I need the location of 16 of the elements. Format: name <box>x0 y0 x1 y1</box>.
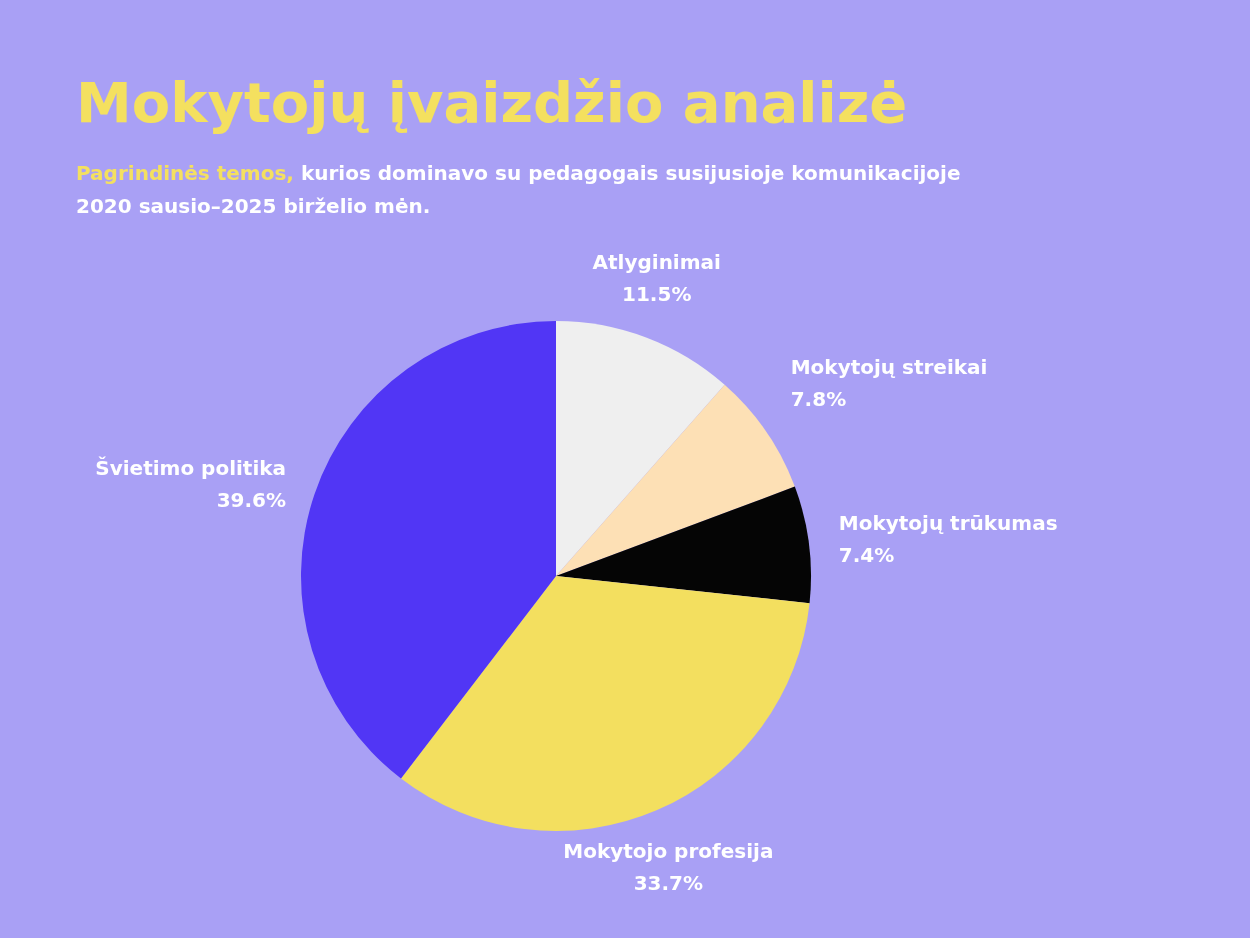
data-label: 39.6% <box>216 487 287 512</box>
chart-title: Mokytojų įvaizdžio analizė <box>76 70 908 135</box>
pie-slice <box>556 321 725 576</box>
slice-label: Mokytojų trūkumas <box>838 511 1058 536</box>
slice-label: Švietimo politika <box>95 455 287 480</box>
data-label: 33.7% <box>633 870 704 895</box>
pie-slice <box>556 486 811 604</box>
data-label: 11.5% <box>622 282 692 307</box>
pie-slice <box>301 321 556 779</box>
slice-label: Mokytojo profesija <box>563 838 774 863</box>
data-label: 7.8% <box>790 387 847 412</box>
data-label: 7.4% <box>838 543 895 568</box>
slice-label: Atlyginimai <box>592 250 721 275</box>
text: Pagrindinės temos, kurios dominavo su pedagogais susijusioje komunikacijoje 2020 sausio–2025 birželio mėn. <box>76 161 961 218</box>
pie-slice <box>400 576 810 831</box>
slice-label: Mokytojų streikai <box>790 355 988 380</box>
